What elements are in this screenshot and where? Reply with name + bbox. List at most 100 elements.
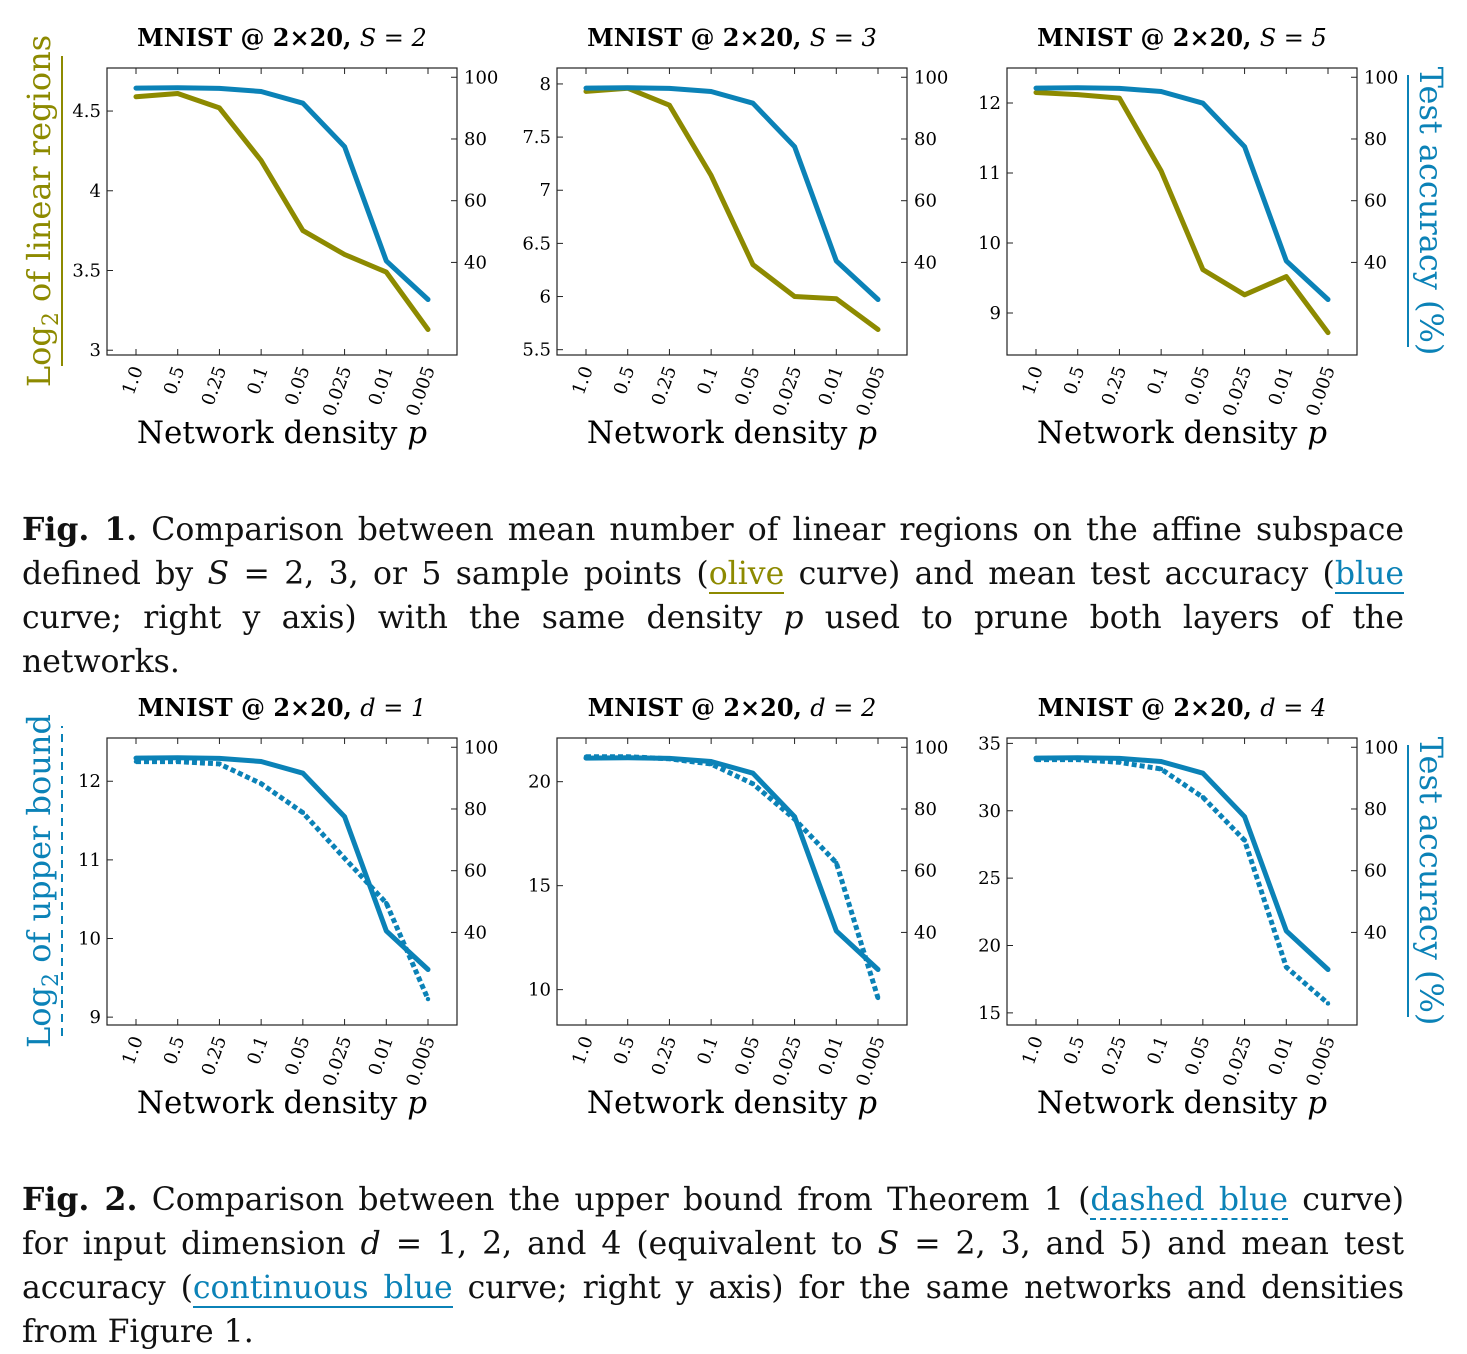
- accuracy-point: [1075, 85, 1080, 90]
- x-tick-label: 0.01: [815, 364, 848, 409]
- caption-text: = 2, 3, and 5) and mean test accuracy (: [22, 1226, 1404, 1306]
- accuracy-point: [1284, 928, 1289, 934]
- chart-title: MNIST @ 2×20, d = 2: [588, 693, 877, 722]
- accuracy-point: [750, 100, 756, 106]
- accuracy-point: [384, 258, 389, 264]
- left-series-point: [1325, 1001, 1331, 1006]
- dashed-blue-curve-reference: dashed blue: [1090, 1182, 1289, 1220]
- x-tick-label: 0.005: [852, 364, 889, 420]
- linear-regions-line: [133, 91, 431, 332]
- x-tick-label: 0.1: [1143, 364, 1173, 398]
- right-tick-label: 40: [1364, 252, 1387, 273]
- chart-title-dataset: MNIST @ 2×20,: [1038, 693, 1261, 722]
- accuracy-point: [625, 85, 630, 90]
- x-axis-label-words: Network density: [1037, 1085, 1307, 1121]
- x-tick-label: 0.025: [769, 364, 806, 420]
- left-series-point: [1200, 795, 1206, 800]
- chart-title: MNIST @ 2×20, S = 3: [587, 23, 877, 52]
- right-tick-label: 80: [914, 799, 937, 820]
- figure-1-label: Fig. 1.: [22, 511, 138, 548]
- left-tick-label: 35: [978, 733, 1001, 754]
- x-tick-label: 0.01: [1265, 364, 1298, 409]
- left-series-point: [834, 296, 839, 301]
- right-tick-label: 80: [1364, 799, 1387, 820]
- test-accuracy-line: [1033, 85, 1331, 302]
- left-series-point: [667, 103, 672, 108]
- right-tick-label: 40: [914, 252, 937, 273]
- x-tick-label: 0.1: [243, 364, 273, 398]
- left-series-point: [834, 860, 839, 865]
- left-axis-title-subscript: 2: [39, 312, 64, 326]
- left-series-point: [300, 810, 306, 815]
- x-axis-label: Network density p: [1037, 1085, 1327, 1121]
- plot-frame: [556, 67, 908, 356]
- x-tick-label: 0.01: [365, 1034, 398, 1079]
- x-tick-label: 0.5: [1060, 1034, 1090, 1068]
- left-tick-label: 6.5: [522, 233, 551, 254]
- x-tick-label: 0.25: [648, 1034, 681, 1079]
- x-axis-label: Network density p: [137, 1085, 427, 1121]
- x-tick-label: 0.5: [160, 364, 190, 398]
- left-tick-label: 12: [78, 771, 101, 792]
- left-tick-label: 10: [528, 980, 551, 1001]
- left-axis-title-subscript: 2: [39, 973, 64, 987]
- left-series-point: [875, 327, 881, 332]
- right-tick-label: 60: [464, 861, 487, 882]
- accuracy-point: [708, 89, 714, 94]
- accuracy-point: [384, 928, 389, 934]
- accuracy-point: [1325, 967, 1331, 972]
- left-series-point: [384, 900, 389, 906]
- accuracy-point: [792, 144, 797, 149]
- accuracy-point: [342, 144, 347, 149]
- x-tick-label: 0.25: [1098, 364, 1131, 409]
- plot-frame: [106, 67, 458, 356]
- plot-frame: [106, 737, 458, 1026]
- blue-curve-reference: blue: [1334, 556, 1404, 594]
- test-accuracy-line: [1033, 755, 1331, 972]
- caption-text: = 2, 3, or 5 sample points (: [229, 556, 709, 592]
- chart-title: MNIST @ 2×20, d = 4: [1038, 693, 1327, 722]
- left-series-point: [875, 995, 881, 1001]
- left-series-point: [342, 252, 347, 257]
- accuracy-point: [1033, 85, 1039, 91]
- x-tick-label: 0.05: [1181, 1034, 1214, 1079]
- chart-title-parameter: d = 4: [1260, 694, 1326, 722]
- x-axis-label: Network density p: [137, 415, 427, 451]
- chart-title-dataset: MNIST @ 2×20,: [587, 23, 810, 52]
- continuous-blue-curve-reference: continuous blue: [192, 1270, 453, 1308]
- left-axis-title: Log2 of upper bound: [20, 714, 64, 1048]
- left-tick-label: 15: [978, 1003, 1001, 1024]
- left-series-point: [425, 996, 431, 1002]
- test-accuracy-line: [583, 755, 881, 972]
- left-axis-title-log: Log: [20, 987, 58, 1048]
- x-tick-label: 0.25: [198, 1034, 231, 1079]
- figure-1-charts: MNIST @ 2×20, S = 2 3 3.5 4 4.5 40 60 80 100 1.0 0…: [20, 23, 1450, 451]
- left-tick-label: 4.5: [72, 101, 101, 122]
- caption-text: Comparison between the upper bound from …: [137, 1182, 1091, 1218]
- chart-title-dataset: MNIST @ 2×20,: [137, 23, 360, 52]
- chart-title-dataset: MNIST @ 2×20,: [1037, 23, 1260, 52]
- left-series-point: [1075, 92, 1080, 97]
- left-tick-label: 7.5: [522, 127, 551, 148]
- accuracy-point: [625, 755, 630, 760]
- accuracy-point: [1033, 755, 1039, 761]
- upper-bound-line: [136, 759, 431, 1001]
- x-tick-label: 0.025: [319, 364, 356, 420]
- x-axis-label-symbol: p: [857, 415, 877, 451]
- figure-1-caption: Fig. 1. Comparison between mean number o…: [22, 508, 1404, 684]
- accuracy-point: [1075, 755, 1080, 760]
- left-series-point: [1117, 95, 1122, 101]
- left-tick-label: 12: [978, 93, 1001, 114]
- accuracy-point: [342, 814, 347, 819]
- accuracy-point: [133, 755, 139, 761]
- left-series-point: [342, 856, 347, 861]
- x-tick-label: 0.005: [1302, 364, 1339, 420]
- left-series-point: [1242, 838, 1247, 843]
- olive-curve-reference: olive: [708, 556, 785, 594]
- accuracy-point: [1242, 144, 1247, 149]
- accuracy-point: [258, 759, 264, 764]
- plot-frame: [1006, 737, 1358, 1026]
- x-axis-label-words: Network density: [137, 415, 407, 451]
- accuracy-point: [217, 756, 222, 761]
- left-tick-label: 5.5: [522, 340, 551, 361]
